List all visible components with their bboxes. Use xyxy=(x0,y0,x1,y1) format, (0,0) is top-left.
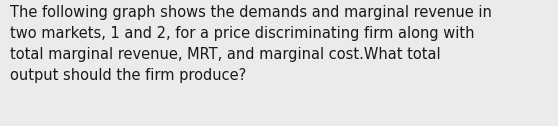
Text: The following graph shows the demands and marginal revenue in
two markets, 1 and: The following graph shows the demands an… xyxy=(10,5,492,83)
